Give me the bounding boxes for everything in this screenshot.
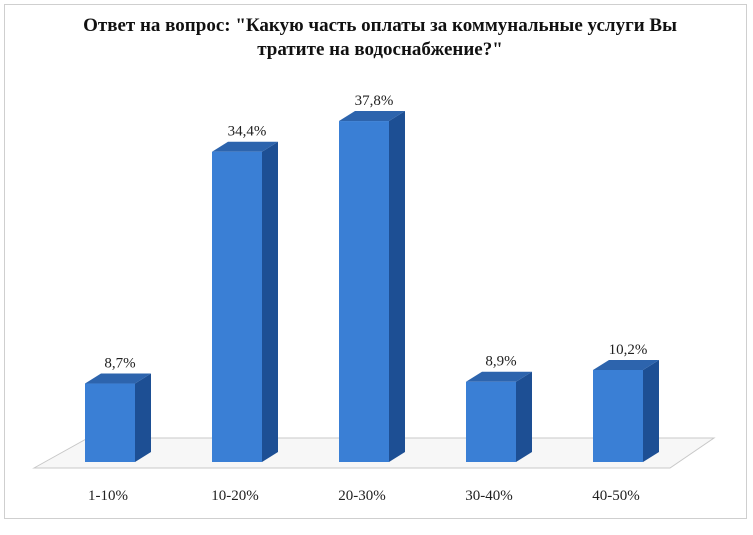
category-label: 40-50% xyxy=(592,488,640,504)
category-labels-layer: 1-10% 10-20% 20-30% 30-40% 40-50% xyxy=(88,488,640,504)
bar-side xyxy=(389,111,405,462)
value-label: 37,8% xyxy=(355,93,394,109)
value-label: 8,7% xyxy=(104,356,135,372)
bar-front xyxy=(339,121,389,462)
bar-side xyxy=(262,141,278,462)
value-label: 10,2% xyxy=(609,342,648,358)
bar-side xyxy=(643,359,659,462)
bar-top xyxy=(339,111,405,122)
bar-front xyxy=(85,383,135,462)
chart-title: Ответ на вопрос: "Какую часть оплаты за … xyxy=(83,15,677,60)
bar-top xyxy=(212,141,278,152)
category-label: 20-30% xyxy=(338,488,386,504)
bar xyxy=(593,359,659,462)
category-label: 1-10% xyxy=(88,488,128,504)
bar xyxy=(85,373,151,462)
bar xyxy=(212,141,278,462)
bar-front xyxy=(593,369,643,462)
bar-front xyxy=(212,151,262,462)
bars-layer xyxy=(85,111,659,462)
value-label: 34,4% xyxy=(228,124,267,140)
bar-front xyxy=(466,381,516,462)
value-label: 8,9% xyxy=(485,354,516,370)
value-labels-layer: 8,7% 34,4% 37,8% 8,9% 10,2% xyxy=(104,93,647,371)
bar-top xyxy=(593,359,659,370)
bar-top xyxy=(466,371,532,382)
bar xyxy=(339,111,405,462)
bar-side xyxy=(516,371,532,462)
category-label: 10-20% xyxy=(211,488,259,504)
bar xyxy=(466,371,532,462)
bar-top xyxy=(85,373,151,384)
category-label: 30-40% xyxy=(465,488,513,504)
bar-side xyxy=(135,373,151,462)
